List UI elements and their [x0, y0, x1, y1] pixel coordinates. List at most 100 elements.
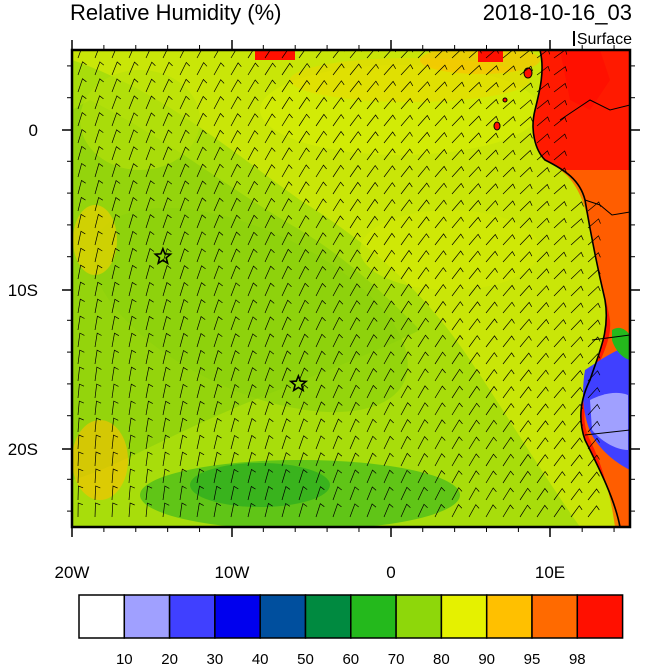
wind-barb [162, 129, 173, 144]
wind-barb [94, 366, 102, 382]
wind-barb [179, 180, 190, 195]
wind-barb [451, 81, 465, 93]
wind-barb [417, 351, 429, 365]
wind-barb [298, 469, 308, 484]
wind-barb [179, 485, 187, 501]
wind-barb [281, 164, 293, 178]
wind-barb [298, 452, 308, 467]
wind-barb [247, 282, 258, 297]
wind-barb [111, 400, 119, 416]
wind-barb [128, 247, 137, 263]
wind-barb [451, 487, 463, 501]
wind-barb [213, 451, 222, 467]
wind-barb [196, 366, 205, 382]
wind-barb [451, 98, 465, 110]
wind-barb [417, 250, 430, 263]
wind-barb [247, 434, 257, 450]
wind-barb [366, 334, 378, 348]
wind-barb [230, 130, 242, 144]
wind-barb [417, 368, 429, 382]
wind-barb [434, 216, 447, 229]
wind-barb [349, 418, 360, 433]
wind-barb [366, 148, 379, 161]
wind-barb [485, 470, 497, 484]
wind-barb [570, 336, 584, 348]
wind-barb [247, 130, 259, 144]
wind-barb [417, 419, 429, 433]
wind-barb [451, 284, 464, 297]
wind-barb [366, 486, 377, 501]
wind-barb [247, 299, 258, 314]
wind-barb [400, 469, 411, 484]
wind-barb [145, 298, 154, 314]
wind-barb [553, 302, 567, 314]
wind-barb [77, 383, 85, 399]
wind-barb [230, 163, 241, 178]
wind-barb [519, 453, 532, 467]
wind-barb [451, 250, 464, 263]
wind-barb [417, 300, 430, 314]
wind-barb [196, 299, 206, 314]
wind-barb [349, 283, 361, 297]
wind-barb [77, 213, 86, 229]
wind-barb [145, 129, 156, 144]
map-title: Relative Humidity (%) [70, 0, 282, 25]
wind-barb [383, 469, 394, 484]
lat-label-0: 0 [29, 121, 38, 140]
wind-barb [485, 487, 497, 501]
wind-barb [111, 315, 120, 331]
wind-barb [519, 403, 532, 416]
wind-barb [332, 452, 343, 467]
wind-barb [451, 50, 465, 59]
wind-barb [247, 248, 258, 263]
wind-barb [587, 387, 601, 399]
wind-barb [553, 352, 567, 365]
level-text: Surface [576, 31, 632, 48]
wind-barb [332, 384, 343, 399]
wind-barb [553, 150, 567, 161]
wind-barb [196, 316, 206, 331]
wind-barb [213, 316, 223, 331]
wind-barb [281, 198, 293, 212]
wind-barb [417, 469, 429, 484]
wind-barb [485, 132, 499, 144]
wind-barb [213, 299, 223, 314]
wind-barb [145, 315, 154, 331]
wind-barb [519, 116, 533, 127]
wind-barb [196, 349, 206, 365]
wind-barb [332, 350, 343, 365]
wind-barb [298, 62, 311, 76]
wind-barb [383, 368, 395, 382]
wind-barb [179, 282, 189, 297]
wind-barb [519, 470, 532, 484]
wind-barb [230, 417, 239, 433]
colorbar-label: 40 [252, 651, 269, 667]
wind-barb [315, 79, 328, 93]
wind-barb [128, 112, 139, 127]
wind-barb [570, 319, 584, 331]
wind-barb [519, 133, 533, 144]
wind-barb [536, 217, 550, 229]
wind-barb [502, 132, 516, 144]
wind-barb [332, 486, 342, 501]
wind-barb [128, 197, 138, 212]
wind-barb [264, 197, 276, 212]
wind-barb [502, 99, 516, 110]
wind-barb [77, 196, 86, 212]
wind-barb [213, 50, 220, 59]
wind-barb [587, 218, 601, 229]
wind-barb [485, 216, 499, 229]
wind-barb [332, 418, 343, 433]
wind-barb [434, 250, 447, 263]
colorbar-swatch [259, 594, 307, 639]
wind-barb [553, 133, 567, 144]
wind-barb [111, 180, 121, 195]
wind-barb [77, 162, 86, 178]
wind-barb [519, 234, 533, 246]
wind-barb [485, 183, 499, 195]
wind-barb [128, 400, 136, 416]
wind-barb [264, 147, 276, 161]
wind-barb [264, 502, 273, 518]
wind-barb [502, 217, 516, 229]
